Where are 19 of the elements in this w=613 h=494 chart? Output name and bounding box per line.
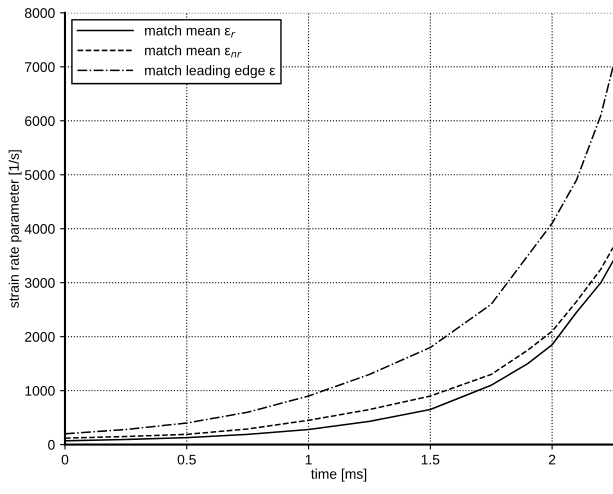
x-tick-label: 2 [548, 454, 556, 464]
y-tick-label: 3000 [24, 278, 55, 288]
y-tick-label: 6000 [25, 116, 55, 126]
legend-label: match mean ε$_{nr}$ [145, 45, 242, 58]
x-tick-label: 1.5 [422, 454, 440, 465]
x-tick-label: 0 [62, 454, 68, 465]
y-tick-label: 4000 [24, 224, 55, 234]
x-axis-title: time [ms] [311, 468, 366, 482]
legend-label: match mean ε$_{r}$ [145, 25, 236, 38]
y-tick-label: 1000 [25, 386, 55, 396]
y-tick-label: 8000 [24, 8, 55, 18]
y-tick-label: 0 [48, 440, 55, 450]
x-tick-label: 1 [306, 454, 312, 464]
y-tick-label: 2000 [25, 332, 55, 342]
y-tick-label: 5000 [24, 170, 55, 180]
y-tick-label: 7000 [25, 62, 55, 72]
legend-label: match leading edge ε [145, 65, 276, 78]
y-axis-title: strain rate parameter [1/s] [8, 150, 22, 308]
x-tick-label: 0.5 [178, 454, 196, 465]
